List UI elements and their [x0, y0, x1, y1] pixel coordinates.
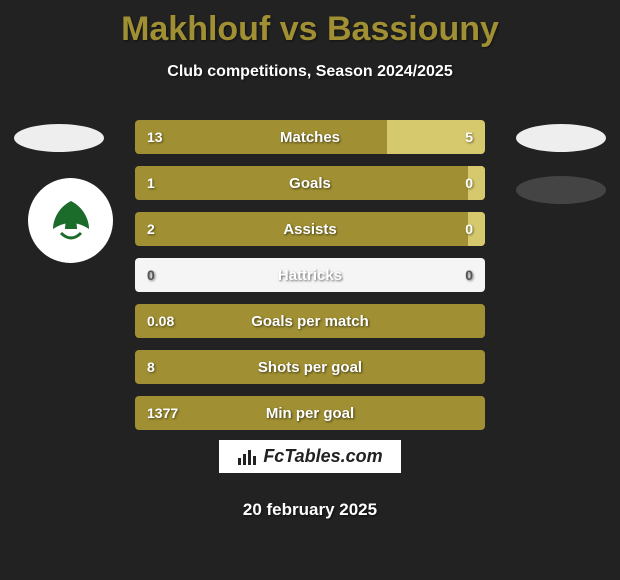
stat-row: Goals1 0	[135, 166, 485, 200]
bar-label: Shots per goal	[135, 350, 485, 384]
eagle-icon	[39, 189, 103, 253]
subtitle: Club competitions, Season 2024/2025	[0, 63, 620, 81]
player-left-shape	[14, 124, 104, 152]
player-right-shape-bot	[516, 176, 606, 204]
bar-value-right: 0	[465, 212, 473, 246]
watermark: FcTables.com	[0, 438, 620, 475]
club-logo	[28, 178, 113, 263]
bar-value-left: 0.08	[147, 304, 174, 338]
chart-icon	[237, 448, 257, 466]
watermark-box: FcTables.com	[217, 438, 402, 475]
bar-value-right: 0	[465, 166, 473, 200]
stat-row: Goals per match0.08	[135, 304, 485, 338]
bar-label: Min per goal	[135, 396, 485, 430]
bar-value-left: 13	[147, 120, 163, 154]
bar-value-right: 5	[465, 120, 473, 154]
bar-label: Goals	[135, 166, 485, 200]
stat-row: Assists2 0	[135, 212, 485, 246]
bar-label: Hattricks	[135, 258, 485, 292]
player-right-shape-top	[516, 124, 606, 152]
bar-value-left: 1377	[147, 396, 178, 430]
watermark-text: FcTables.com	[263, 446, 382, 467]
comparison-bars: Matches135Goals10Assists20Hattricks00Goa…	[135, 120, 485, 442]
date-text: 20 february 2025	[0, 500, 620, 520]
bar-label: Goals per match	[135, 304, 485, 338]
bar-label: Assists	[135, 212, 485, 246]
bar-value-left: 1	[147, 166, 155, 200]
bar-value-left: 2	[147, 212, 155, 246]
bar-value-left: 0	[147, 258, 155, 292]
bar-value-left: 8	[147, 350, 155, 384]
bar-value-right: 0	[465, 258, 473, 292]
page-title: Makhlouf vs Bassiouny	[0, 0, 620, 49]
stat-row: Min per goal1377	[135, 396, 485, 430]
bar-label: Matches	[135, 120, 485, 154]
stat-row: Shots per goal8	[135, 350, 485, 384]
stat-row: Hattricks0 0	[135, 258, 485, 292]
stat-row: Matches13 5	[135, 120, 485, 154]
